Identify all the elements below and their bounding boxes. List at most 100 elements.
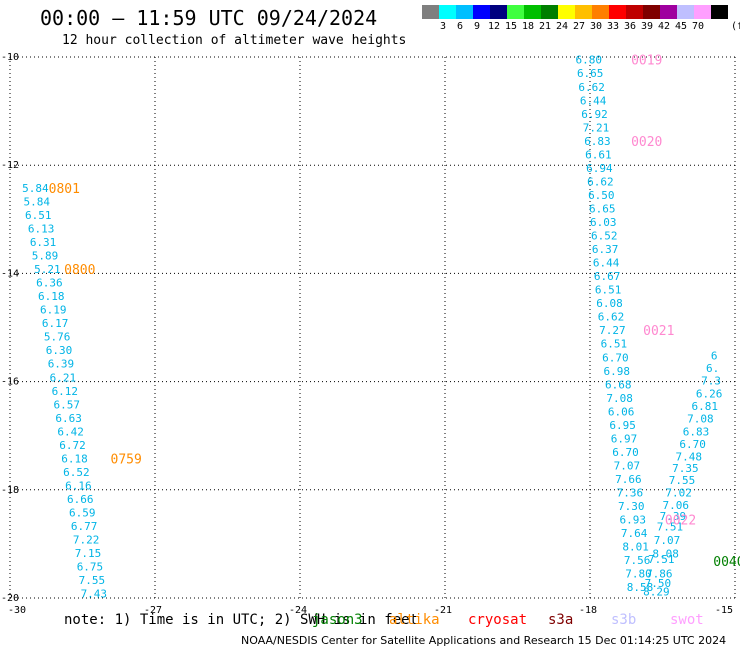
wave-height-value: 7.06 [663,499,690,512]
color-scale-swatch [456,5,473,19]
color-scale-swatch [694,5,711,19]
color-scale-swatch [643,5,660,19]
wave-height-value: 7.86 [646,568,673,581]
wave-height-value: 6.06 [608,405,635,418]
wave-height-value: 6.97 [611,432,638,445]
color-scale-swatch [439,5,456,19]
wave-height-value: 6.98 [604,365,631,378]
color-scale-label: 33 [606,21,620,32]
track-time-label: 0022 [665,514,696,529]
legend-item-cryosat: cryosat [468,612,528,628]
wave-height-value: 7.43 [81,588,108,601]
wave-height-value: 6.66 [67,493,94,506]
wave-height-value: 6.08 [596,297,623,310]
wave-height-value: 7.07 [614,459,641,472]
wave-height-value: 6.50 [588,189,615,202]
wave-height-value: 8.29 [643,586,670,599]
wave-height-value: 7.21 [583,121,610,134]
wave-height-value: 6.51 [595,284,622,297]
wave-height-value: 7.15 [75,547,102,560]
wave-height-value: 7.07 [654,534,681,547]
wave-height-value: 6.21 [50,371,76,384]
track-time-label: 0800 [64,263,95,278]
wave-height-value: 7.50 [645,577,672,590]
wave-height-value: 6.31 [30,236,57,249]
color-scale-label: 21 [538,21,552,32]
wave-height-value: 6.52 [63,466,90,479]
wave-height-value: 6.70 [679,438,706,451]
wave-height-value: 6.80 [576,54,603,67]
wave-height-value: 6.68 [605,378,632,391]
wave-height-value: 6.12 [52,385,79,398]
wave-height-value: 6.62 [598,311,625,324]
wave-height-value: 6.44 [593,257,620,270]
wave-height-value: 6.13 [28,222,54,235]
wave-height-value: 6.92 [581,108,608,121]
x-tick-label: -21 [434,605,452,616]
y-tick-label: -12 [1,160,19,171]
color-scale-swatch [422,5,439,19]
wave-height-value: 7.22 [73,534,100,547]
wave-height-value: 8.08 [652,548,679,561]
wave-height-value: 7.55 [669,474,696,487]
wave-height-value: 7.51 [657,521,684,534]
wave-height-value: 6.81 [692,400,719,413]
legend-item-s3b: s3b [611,612,637,628]
legend-item-jason3: jason3 [312,612,363,628]
x-tick-label: -27 [144,605,162,616]
wave-height-value: 6.44 [580,94,607,107]
wave-height-value: 6.18 [61,452,88,465]
legend-item-altika: altika [389,612,440,628]
x-tick-label: -24 [289,605,307,616]
color-scale-label: 42 [657,21,671,32]
wave-height-value: 5.84 [22,182,49,195]
wave-height-value: 7.08 [606,392,633,405]
color-scale-swatch [626,5,643,19]
footer-credit: NOAA/NESDIS Center for Satellite Applica… [241,634,727,647]
wave-height-value: 6.30 [46,344,72,357]
wave-height-value: 6. [706,362,719,375]
color-scale-unit: (ft) [731,21,740,32]
wave-height-value: 6.83 [584,135,611,148]
y-tick-label: -16 [1,377,19,388]
wave-height-value: 7.39 [660,510,687,523]
color-scale-swatch [490,5,507,19]
wave-height-value: 6.67 [594,270,621,283]
wave-height-value: 7.55 [79,574,106,587]
legend-item-swot: swot [670,612,704,628]
wave-height-value: 6.37 [592,243,619,256]
wave-height-value: 6.72 [59,439,86,452]
color-scale-swatch [473,5,490,19]
wave-height-value: 6.51 [601,338,628,351]
wave-height-value: 6.39 [48,358,74,371]
color-scale-swatch [558,5,575,19]
wave-height-value: 6.95 [609,419,636,432]
wave-height-value: 6.16 [65,479,92,492]
wave-height-value: 6.65 [577,67,604,80]
wave-height-value: 6.51 [25,209,52,222]
color-scale-label: 9 [473,21,481,32]
wave-height-value: 6.62 [578,81,605,94]
wave-height-value: 5.84 [24,195,51,208]
y-tick-label: -20 [1,593,19,604]
wave-height-value: 6.65 [589,202,616,215]
wave-height-value: 6.36 [36,277,63,290]
wave-height-value: 6.93 [619,514,646,527]
wave-height-value: 6.77 [71,520,98,533]
wave-height-value: 6.83 [683,425,710,438]
y-tick-label: -14 [1,268,19,279]
x-tick-label: -30 [8,605,26,616]
color-scale-label: 15 [504,21,518,32]
color-scale-label: 18 [521,21,535,32]
wave-height-value: 6.42 [57,425,84,438]
wave-height-value: 6.17 [42,317,69,330]
page-subtitle: 12 hour collection of altimeter wave hei… [62,33,407,48]
color-scale-label: 27 [572,21,586,32]
wave-height-value: 7.08 [687,412,714,425]
color-scale-swatch [609,5,626,19]
wave-height-value: 6.70 [612,446,639,459]
color-scale-label: 45 [674,21,688,32]
track-time-label: 0801 [49,182,80,197]
